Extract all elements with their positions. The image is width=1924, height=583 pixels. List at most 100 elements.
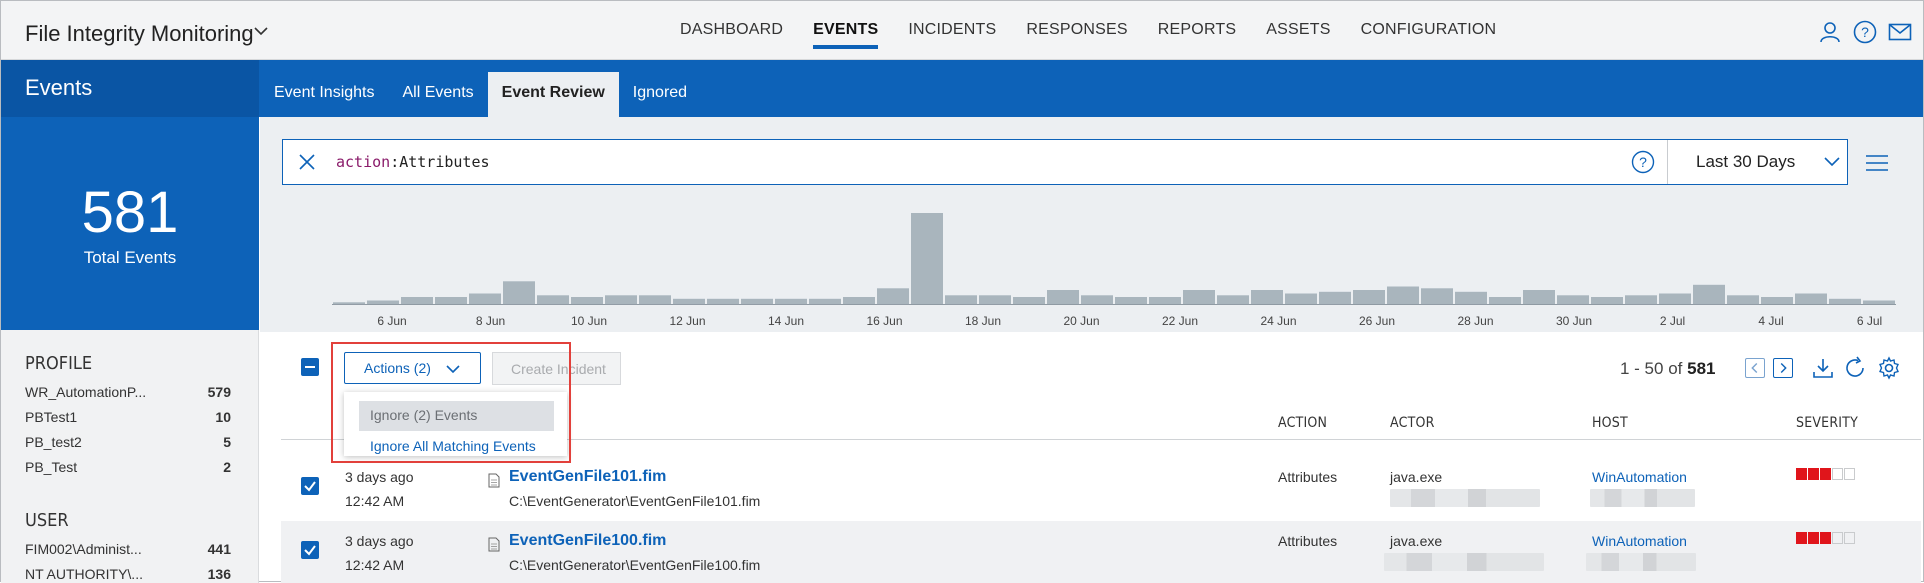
histogram-bar[interactable] <box>1081 295 1113 305</box>
download-icon[interactable] <box>1811 356 1835 380</box>
row-file-name[interactable]: EventGenFile101.fim <box>509 468 667 485</box>
row-checkbox[interactable] <box>301 477 319 495</box>
histogram-bar[interactable] <box>1183 290 1215 304</box>
row-checkbox[interactable] <box>301 541 319 559</box>
histogram-bar[interactable] <box>843 297 875 304</box>
histogram-bar[interactable] <box>367 300 399 305</box>
histogram-bar[interactable] <box>1353 290 1385 304</box>
facet-item-count: 441 <box>207 541 231 557</box>
row-host[interactable]: WinAutomation <box>1592 469 1687 485</box>
nav-dashboard[interactable]: DASHBOARD <box>680 21 784 38</box>
query-help-icon[interactable]: ? <box>1631 150 1655 174</box>
column-header-actor[interactable]: ACTOR <box>1390 415 1435 431</box>
row-file-name[interactable]: EventGenFile100.fim <box>509 532 667 549</box>
histogram-bar[interactable] <box>1149 297 1181 304</box>
histogram-bar[interactable] <box>1285 293 1317 305</box>
previous-page-icon[interactable] <box>1745 358 1765 378</box>
histogram-bar[interactable] <box>911 213 943 304</box>
histogram-bar[interactable] <box>435 297 467 304</box>
gear-icon[interactable] <box>1877 356 1901 380</box>
histogram-bar[interactable] <box>639 295 671 305</box>
facet-item-label: PB_Test <box>25 459 78 475</box>
facet-item[interactable]: PBTest1 10 <box>25 409 231 425</box>
nav-configuration[interactable]: CONFIGURATION <box>1360 21 1497 38</box>
histogram-bar[interactable] <box>1829 298 1861 305</box>
nav-reports[interactable]: REPORTS <box>1157 21 1237 38</box>
facet-item[interactable]: PB_Test 2 <box>25 459 231 475</box>
row-host[interactable]: WinAutomation <box>1592 533 1687 549</box>
histogram-bar[interactable] <box>1659 293 1691 305</box>
histogram-bar[interactable] <box>673 298 705 305</box>
column-header-host[interactable]: HOST <box>1592 415 1628 431</box>
histogram-bar[interactable] <box>741 298 773 305</box>
pagination-range: 1 - 50 of 581 <box>1620 359 1715 379</box>
menu-item-ignore-all[interactable]: Ignore All Matching Events <box>370 438 536 454</box>
facet-item[interactable]: WR_AutomationP... 579 <box>25 384 231 400</box>
mail-icon[interactable] <box>1888 20 1912 44</box>
histogram-bar[interactable] <box>1455 291 1487 305</box>
column-header-severity[interactable]: SEVERITY <box>1796 415 1858 431</box>
tab-event-review[interactable]: Event Review <box>487 72 619 117</box>
histogram-bar[interactable] <box>707 298 739 305</box>
histogram-bar[interactable] <box>1591 297 1623 304</box>
histogram-bar[interactable] <box>979 295 1011 305</box>
create-incident-button[interactable]: Create Incident <box>492 352 621 385</box>
histogram-bar[interactable] <box>1727 295 1759 305</box>
histogram-bar[interactable] <box>1013 297 1045 304</box>
column-header-action[interactable]: ACTION <box>1278 415 1328 431</box>
nav-assets[interactable]: ASSETS <box>1266 21 1331 38</box>
histogram-bar[interactable] <box>1047 290 1079 304</box>
date-range-select[interactable]: Last 30 Days <box>1696 152 1796 171</box>
nav-incidents[interactable]: INCIDENTS <box>908 21 997 38</box>
histogram-bar[interactable] <box>537 295 569 305</box>
clear-search-icon[interactable] <box>297 152 317 172</box>
tab-ignored[interactable]: Ignored <box>632 84 688 101</box>
histogram-bar[interactable] <box>1863 300 1895 305</box>
histogram-bar[interactable] <box>333 302 365 305</box>
refresh-icon[interactable] <box>1843 356 1867 380</box>
actions-menu: Ignore (2) Events Ignore All Matching Ev… <box>344 392 567 456</box>
histogram-bar[interactable] <box>605 295 637 305</box>
histogram-bar[interactable] <box>503 281 535 305</box>
histogram-bar[interactable] <box>1217 295 1249 305</box>
next-page-icon[interactable] <box>1773 358 1793 378</box>
facet-item[interactable]: FIM002\Administ... 441 <box>25 541 231 557</box>
histogram-bar[interactable] <box>1557 295 1589 305</box>
actions-button[interactable]: Actions (2) <box>344 352 481 384</box>
histogram-bar[interactable] <box>809 298 841 305</box>
histogram-bar[interactable] <box>469 293 501 305</box>
table-row[interactable] <box>281 521 1921 583</box>
histogram-bar[interactable] <box>571 297 603 304</box>
facet-item[interactable]: PB_test2 5 <box>25 434 231 450</box>
severity-segment <box>1796 468 1807 480</box>
chevron-down-icon[interactable] <box>253 23 269 39</box>
histogram-bar[interactable] <box>401 297 433 304</box>
histogram-bar[interactable] <box>1387 286 1419 305</box>
hamburger-menu-icon[interactable] <box>1865 153 1889 173</box>
histogram-bar[interactable] <box>877 288 909 305</box>
app-title[interactable]: File Integrity Monitoring <box>25 21 254 46</box>
nav-responses[interactable]: RESPONSES <box>1026 21 1128 38</box>
histogram-bar[interactable] <box>945 295 977 305</box>
nav-events[interactable]: EVENTS <box>813 1 879 60</box>
search-input[interactable]: action:Attributes <box>336 153 490 171</box>
tab-event-insights[interactable]: Event Insights <box>274 84 375 101</box>
histogram-bar[interactable] <box>775 298 807 305</box>
histogram-bar[interactable] <box>1421 288 1453 305</box>
menu-item-ignore-selected[interactable]: Ignore (2) Events <box>359 401 554 431</box>
facet-item[interactable]: NT AUTHORITY\... 136 <box>25 566 231 582</box>
histogram-bar[interactable] <box>1523 290 1555 304</box>
histogram-bar[interactable] <box>1795 293 1827 305</box>
user-icon[interactable] <box>1818 20 1842 44</box>
tab-all-events[interactable]: All Events <box>402 84 474 101</box>
histogram-bar[interactable] <box>1251 290 1283 304</box>
histogram-bar[interactable] <box>1761 297 1793 304</box>
histogram-bar[interactable] <box>1115 297 1147 304</box>
histogram-bar[interactable] <box>1489 297 1521 304</box>
histogram-bar[interactable] <box>1319 291 1351 305</box>
histogram-bar[interactable] <box>1625 295 1657 305</box>
select-all-checkbox[interactable] <box>301 358 319 376</box>
histogram-bar[interactable] <box>1693 284 1725 305</box>
chevron-down-icon[interactable] <box>1824 156 1840 168</box>
help-icon[interactable]: ? <box>1853 20 1877 44</box>
